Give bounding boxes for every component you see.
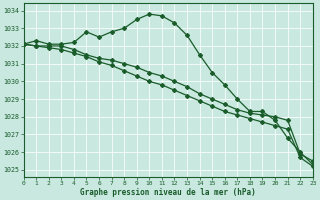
X-axis label: Graphe pression niveau de la mer (hPa): Graphe pression niveau de la mer (hPa) [80,188,256,197]
